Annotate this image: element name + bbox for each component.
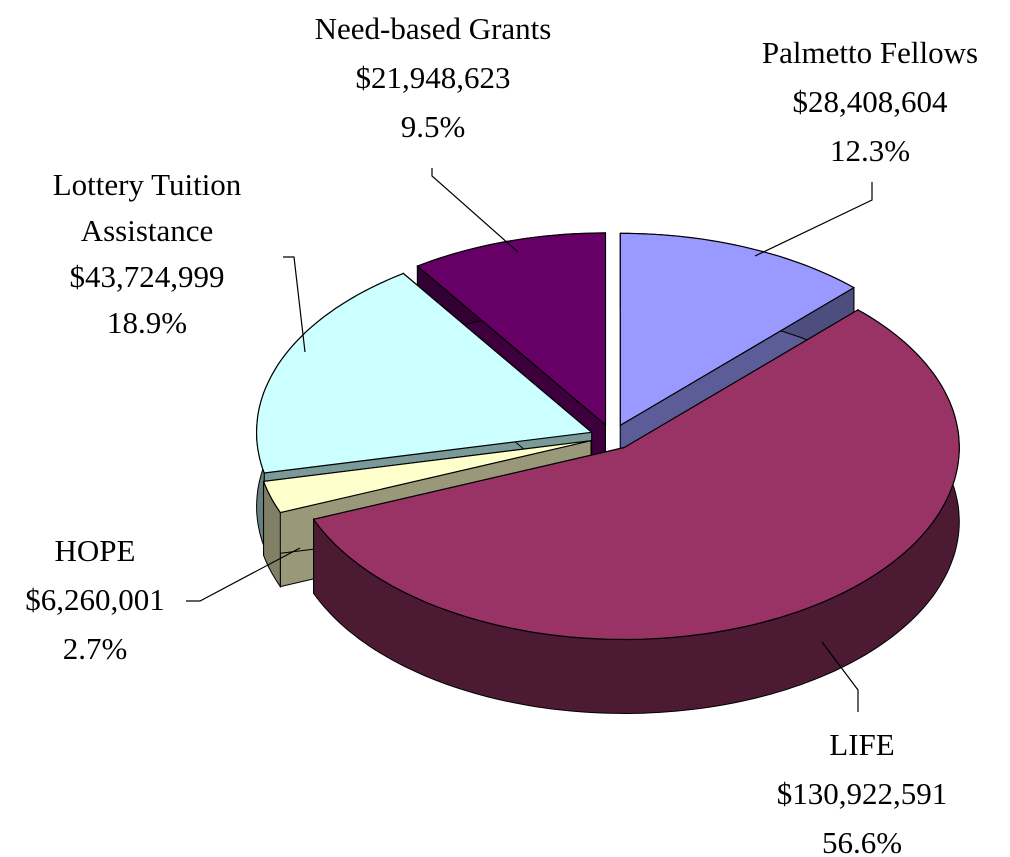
- slice-label: Lottery Tuition Assistance $43,724,999 1…: [22, 162, 272, 346]
- slice-label: LIFE $130,922,591 56.6%: [742, 720, 982, 857]
- percent-label: 18.9%: [106, 305, 188, 340]
- category-label: HOPE: [54, 533, 136, 568]
- leader-line: [754, 182, 873, 257]
- value-label: $43,724,999: [69, 259, 225, 294]
- value-label: $130,922,591: [776, 776, 948, 811]
- slice: [416, 232, 607, 427]
- slice: [262, 440, 592, 514]
- slice-label: HOPE $6,260,001 2.7%: [0, 526, 190, 673]
- slice: [256, 272, 594, 474]
- slice: [312, 309, 960, 641]
- leader-lines: [186, 168, 873, 712]
- percent-label: 9.5%: [400, 109, 466, 144]
- slice-label: Need-based Grants $21,948,623 9.5%: [283, 4, 583, 151]
- slice: [619, 232, 856, 427]
- leader-line: [821, 641, 859, 712]
- percent-label: 2.7%: [62, 631, 128, 666]
- leader-line: [283, 256, 306, 353]
- value-label: $6,260,001: [25, 582, 165, 617]
- leader-line: [186, 547, 301, 602]
- value-label: $21,948,623: [355, 60, 511, 95]
- percent-label: 56.6%: [821, 825, 903, 857]
- leader-line: [431, 168, 519, 253]
- category-label: Lottery Tuition Assistance: [52, 167, 242, 248]
- category-label: LIFE: [829, 727, 895, 762]
- category-label: Palmetto Fellows: [761, 35, 979, 70]
- value-label: $28,408,604: [792, 84, 948, 119]
- slices: [256, 232, 960, 715]
- category-label: Need-based Grants: [314, 11, 552, 46]
- slice-label: Palmetto Fellows $28,408,604 12.3%: [740, 28, 1000, 175]
- percent-label: 12.3%: [829, 133, 911, 168]
